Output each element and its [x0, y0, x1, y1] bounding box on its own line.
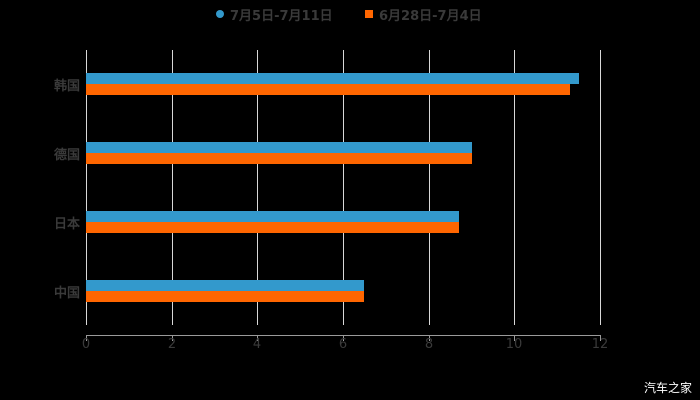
square-marker-icon	[365, 10, 373, 18]
x-tick	[86, 335, 87, 341]
x-axis-line	[86, 335, 600, 336]
gridline	[257, 50, 258, 325]
legend-label: 7月5日-7月11日	[230, 8, 333, 24]
bar-series-2[interactable]	[86, 153, 472, 164]
bar-series-1[interactable]	[86, 280, 364, 291]
bar-series-2[interactable]	[86, 84, 570, 95]
x-tick-label: 12	[591, 337, 609, 352]
bar-series-2[interactable]	[86, 291, 364, 302]
category-label: 中国	[53, 286, 80, 301]
x-tick-label: 6	[338, 337, 348, 352]
watermark: 汽车之家	[643, 381, 692, 395]
gridline	[514, 50, 515, 325]
x-tick	[429, 335, 430, 341]
x-tick-label: 0	[81, 337, 91, 352]
bar-series-1[interactable]	[86, 73, 579, 84]
gridline	[600, 50, 601, 325]
x-tick	[343, 335, 344, 341]
legend-item-series-2[interactable]: 6月28日-7月4日	[365, 4, 482, 24]
legend-item-series-1[interactable]: 7月5日-7月11日	[216, 4, 333, 24]
gridline	[172, 50, 173, 325]
x-tick-label: 2	[167, 337, 177, 352]
x-tick-label: 10	[505, 337, 523, 352]
gridline	[343, 50, 344, 325]
legend: 7月5日-7月11日 6月28日-7月4日	[0, 4, 700, 24]
bar-series-2[interactable]	[86, 222, 459, 233]
legend-label: 6月28日-7月4日	[379, 8, 482, 24]
gridline	[86, 50, 87, 325]
category-label: 韩国	[53, 79, 80, 94]
category-label: 德国	[53, 148, 80, 163]
gridline	[429, 50, 430, 325]
bar-series-1[interactable]	[86, 211, 459, 222]
x-tick	[172, 335, 173, 341]
category-label: 日本	[53, 217, 80, 232]
x-tick	[257, 335, 258, 341]
circle-marker-icon	[216, 10, 224, 18]
x-tick-label: 8	[424, 337, 434, 352]
x-tick-label: 4	[252, 337, 262, 352]
x-tick	[600, 335, 601, 341]
x-tick	[514, 335, 515, 341]
bar-series-1[interactable]	[86, 142, 472, 153]
